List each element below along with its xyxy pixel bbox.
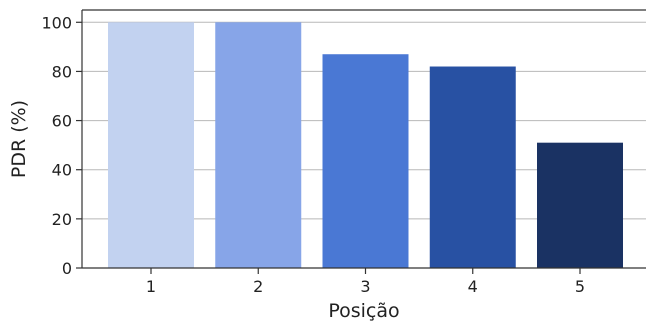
x-tick-label: 3 xyxy=(360,277,370,296)
x-tick-label: 5 xyxy=(575,277,585,296)
bar-2 xyxy=(215,22,302,268)
bar-1 xyxy=(108,22,194,268)
y-tick-label: 40 xyxy=(52,161,72,180)
y-ticks: 0 20 40 60 80 100 xyxy=(41,13,82,278)
y-tick-label: 20 xyxy=(52,210,72,229)
x-tick-label: 2 xyxy=(253,277,263,296)
bars xyxy=(108,22,623,268)
bar-4 xyxy=(429,66,516,268)
y-tick-label: 80 xyxy=(52,62,72,81)
y-tick-label: 100 xyxy=(41,13,72,32)
y-axis-label: PDR (%) xyxy=(8,100,30,178)
bar-3 xyxy=(322,54,409,268)
x-tick-label: 4 xyxy=(468,277,478,296)
axes xyxy=(81,9,646,269)
y-tick-label: 0 xyxy=(62,259,72,278)
x-ticks: 1 2 3 4 5 xyxy=(146,268,585,296)
y-tick-label: 60 xyxy=(52,112,72,131)
x-tick-label: 1 xyxy=(146,277,156,296)
x-axis-label: Posição xyxy=(328,300,399,322)
bar-5 xyxy=(537,142,623,268)
